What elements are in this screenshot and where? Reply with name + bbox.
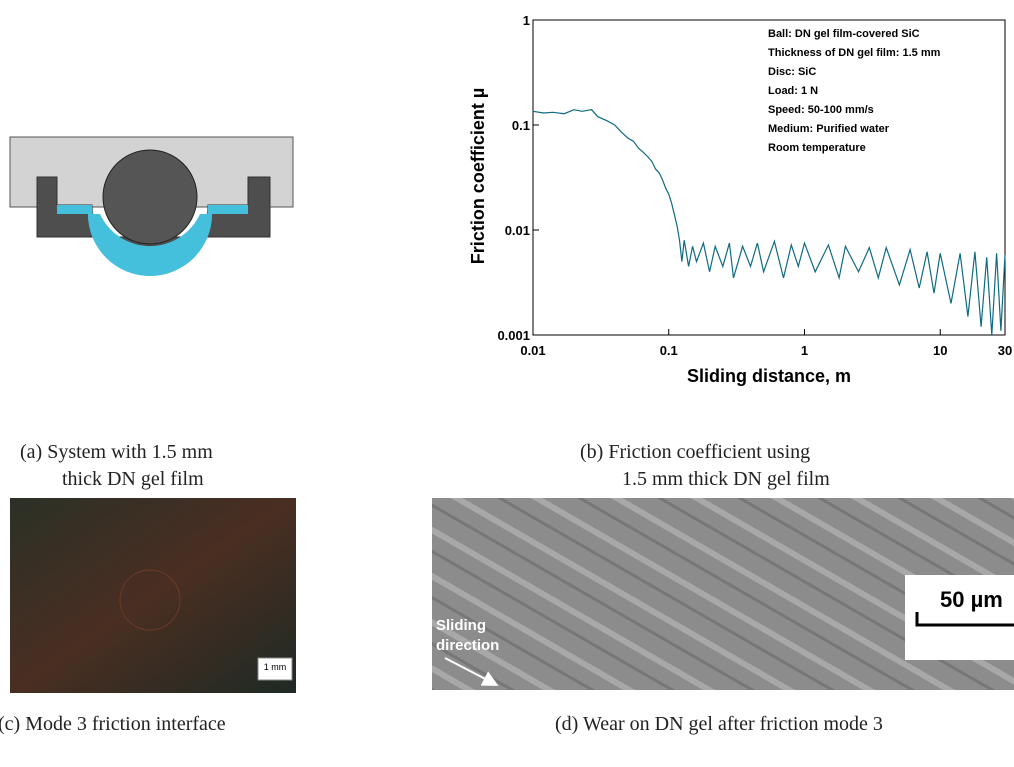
- annotation: Medium: Purified water: [768, 123, 890, 135]
- annotation: Load: 1 N: [768, 85, 818, 97]
- direction-label: direction: [436, 637, 499, 654]
- scale-box: [257, 657, 293, 681]
- y-axis-label: Friction coefficient µ: [468, 88, 488, 264]
- annotation: Ball: DN gel film-covered SiC: [768, 28, 920, 40]
- caption: thick DN gel film: [62, 468, 204, 490]
- x-tick-label: 0.1: [660, 343, 678, 358]
- caption: 1.5 mm thick DN gel film: [622, 468, 830, 490]
- schematic: [9, 136, 294, 276]
- series-line: [532, 109, 1006, 336]
- scale-box: [905, 575, 1014, 660]
- annotation: Room temperature: [768, 142, 866, 154]
- scale-label: 1 mm: [264, 662, 287, 672]
- caption: (c) Mode 3 friction interface: [0, 713, 226, 735]
- caption: (b) Friction coefficient using: [580, 441, 810, 463]
- caption: (a) System with 1.5 mm: [20, 441, 213, 463]
- annotation: Thickness of DN gel film: 1.5 mm: [768, 47, 941, 59]
- y-tick-label: 0.001: [497, 328, 530, 343]
- y-tick-label: 1: [523, 13, 530, 28]
- y-tick-label: 0.01: [505, 223, 530, 238]
- x-tick-label: 0.01: [520, 343, 545, 358]
- arrow: [444, 657, 499, 686]
- direction-label: Sliding: [436, 617, 486, 634]
- annotation: Speed: 50-100 mm/s: [768, 104, 874, 116]
- x-tick-label: 10: [933, 343, 947, 358]
- annotation: Disc: SiC: [768, 66, 816, 78]
- scale-label: 50 µm: [940, 587, 1003, 612]
- caption: (d) Wear on DN gel after friction mode 3: [555, 713, 883, 735]
- x-axis-label: Sliding distance, m: [687, 366, 851, 386]
- plot-frame: [532, 19, 1006, 336]
- y-tick-label: 0.1: [512, 118, 530, 133]
- photo: [10, 498, 296, 693]
- contact-mark: [119, 569, 181, 631]
- scale-bar: [915, 612, 1014, 627]
- x-tick-label: 30: [998, 343, 1012, 358]
- x-tick-label: 1: [801, 343, 808, 358]
